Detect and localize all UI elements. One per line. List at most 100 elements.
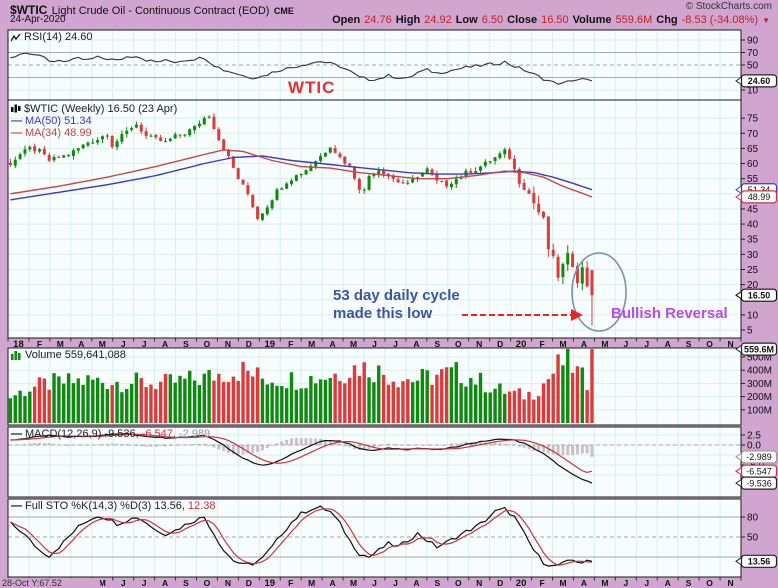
svg-text:2.5: 2.5 (747, 431, 761, 442)
svg-text:80: 80 (747, 513, 759, 524)
svg-text:40: 40 (747, 220, 759, 231)
svg-text:30: 30 (747, 250, 759, 261)
svg-text:N: N (476, 339, 482, 349)
svg-text:M: M (559, 578, 566, 588)
svg-text:M: M (99, 339, 106, 349)
svg-text:19: 19 (264, 578, 275, 588)
svg-text:13.56: 13.56 (748, 556, 771, 566)
svg-text:16.50: 16.50 (748, 290, 771, 300)
svg-text:S: S (434, 578, 440, 588)
svg-text:J: J (121, 578, 126, 588)
svg-text:M: M (308, 339, 315, 349)
svg-text:S: S (183, 339, 189, 349)
svg-text:F: F (539, 339, 544, 349)
svg-text:N: N (727, 339, 733, 349)
chart-header: $WTIC Light Crude Oil - Continuous Contr… (10, 1, 770, 17)
svg-text:48.99: 48.99 (748, 192, 771, 202)
svg-text:45: 45 (747, 204, 759, 215)
svg-text:J: J (623, 339, 628, 349)
svg-text:O: O (455, 339, 462, 349)
svg-text:A: A (162, 339, 168, 349)
footnote: 28-Oct Y:67.52 (0, 578, 100, 588)
svg-text:10: 10 (747, 310, 759, 321)
rsi-legend: RSI(14) 24.60 (11, 31, 92, 43)
ma34-line-icon: — (11, 127, 22, 139)
svg-text:100M: 100M (747, 405, 772, 416)
candlestick-icon (11, 104, 21, 113)
indicator-icon (11, 33, 21, 41)
svg-text:A: A (413, 578, 419, 588)
chg-label: Chg (656, 14, 678, 26)
svg-text:M: M (601, 578, 608, 588)
svg-text:J: J (393, 339, 398, 349)
svg-text:F: F (288, 339, 293, 349)
macd-histogram (8, 437, 594, 457)
svg-text:M: M (308, 578, 315, 588)
svg-text:D: D (246, 578, 252, 588)
svg-text:18: 18 (13, 339, 24, 350)
svg-text:J: J (372, 339, 377, 349)
high-value: 24.92 (424, 14, 452, 26)
svg-text:A: A (665, 339, 671, 349)
svg-text:65: 65 (747, 144, 759, 155)
macd-legend: — MACD(12,26,9) -9.536, -6.547, -2.989 (11, 428, 211, 440)
svg-text:55: 55 (747, 174, 759, 185)
svg-text:O: O (204, 339, 211, 349)
reversal-ellipse (571, 252, 627, 332)
date-axis-middle: 18 F M A M J J A S O N D 19 F M A M J J A S O N D 20 F M A M J J A S O N (7, 338, 742, 350)
volume-label: Volume (572, 14, 612, 26)
low-label: Low (455, 14, 478, 26)
svg-text:A: A (330, 578, 336, 588)
svg-text:51.34: 51.34 (748, 185, 771, 195)
svg-text:200M: 200M (747, 392, 772, 403)
low-value: 6.50 (481, 14, 504, 26)
svg-text:A: A (330, 339, 336, 349)
svg-text:75: 75 (747, 114, 759, 125)
volume-value: 559.6M (615, 14, 653, 26)
svg-text:D: D (246, 339, 252, 349)
stochastic-panel: 80 50 13.56 (7, 498, 778, 578)
svg-text:35: 35 (747, 235, 759, 246)
chart-title: Light Crude Oil - Continuous Contract (E… (51, 5, 270, 17)
svg-text:A: A (665, 578, 671, 588)
svg-text:0.0: 0.0 (747, 441, 761, 452)
svg-text:300M: 300M (747, 379, 772, 390)
svg-text:5: 5 (747, 326, 753, 337)
macd-panel: 2.50.0-5.0-2.989-6.547-9.536 (7, 426, 778, 498)
svg-text:559.6M: 559.6M (744, 344, 774, 354)
change-down-icon: ▼ (762, 15, 770, 25)
svg-text:F: F (539, 578, 544, 588)
high-label: High (395, 14, 421, 26)
svg-text:O: O (706, 339, 713, 349)
quote-row: 24-Apr-2020 Open 24.76 High 24.92 Low 6.… (10, 14, 770, 26)
svg-text:A: A (162, 578, 168, 588)
svg-text:D: D (497, 578, 503, 588)
open-label: Open (332, 14, 361, 26)
svg-text:50: 50 (747, 533, 759, 544)
svg-text:19: 19 (264, 339, 275, 350)
svg-text:J: J (623, 578, 628, 588)
svg-text:25: 25 (747, 265, 759, 276)
macd-line-icon: — (11, 428, 22, 440)
svg-text:M: M (350, 339, 357, 349)
svg-text:60: 60 (747, 159, 759, 170)
svg-text:J: J (372, 578, 377, 588)
stochastic-legend: — Full STO %K(14,3) %D(3) 13.56, 12.38 (11, 500, 216, 512)
volume-legend: Volume 559,641,088 (11, 349, 126, 361)
copyright: © StockCharts.com (685, 1, 772, 12)
open-value: 24.76 (364, 14, 392, 26)
volume-panel: 500M 400M 300M 200M 100M 559.6M (7, 342, 778, 426)
svg-text:10: 10 (747, 86, 759, 97)
svg-text:A: A (78, 339, 84, 349)
svg-text:S: S (686, 578, 692, 588)
svg-text:-9.536: -9.536 (746, 478, 772, 488)
svg-text:90: 90 (747, 36, 759, 47)
volume-icon (11, 351, 21, 360)
svg-text:A: A (581, 578, 587, 588)
svg-text:M: M (559, 339, 566, 349)
quote-strip: Open 24.76 High 24.92 Low 6.50 Close 16.… (332, 14, 770, 26)
svg-text:500M: 500M (747, 353, 772, 364)
